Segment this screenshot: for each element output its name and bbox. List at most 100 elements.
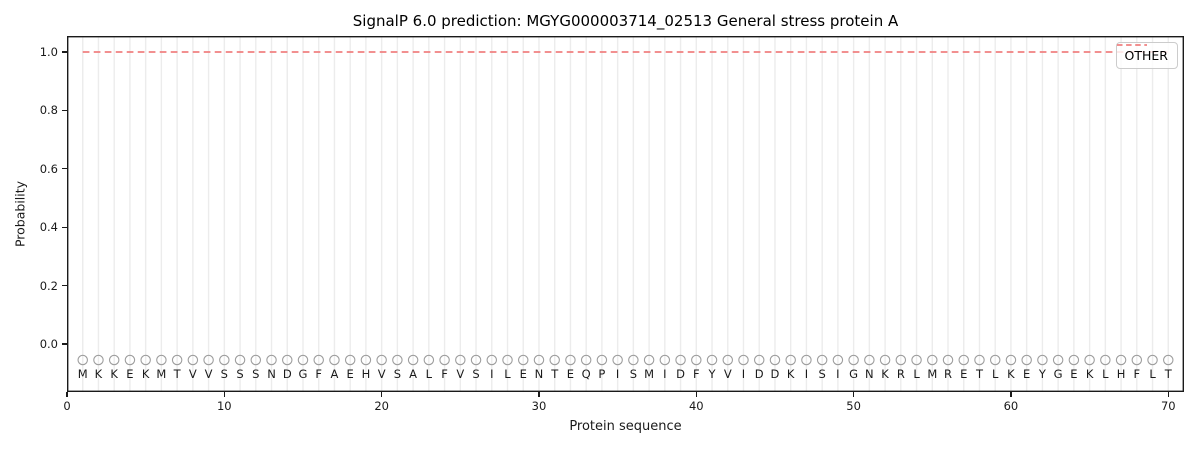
residue-letter: I <box>836 367 840 381</box>
residue-letter: M <box>156 367 167 381</box>
residue-letter: I <box>615 367 620 381</box>
residue-letter: T <box>551 367 559 381</box>
residue-marker-circle <box>219 354 230 366</box>
residue-marker-circle <box>282 354 293 366</box>
x-tick-mark <box>538 392 540 397</box>
x-tick-mark <box>223 392 225 397</box>
residue-letter: R <box>896 367 905 381</box>
residue-marker-circle <box>171 354 183 366</box>
x-tick-mark <box>695 392 697 397</box>
residue-marker-circle <box>1147 354 1158 366</box>
x-tick-mark <box>381 392 383 397</box>
x-tick-label: 0 <box>63 399 71 413</box>
residue-letter: F <box>692 367 700 381</box>
residue-letter: L <box>425 367 433 381</box>
residue-marker-circle <box>675 354 686 366</box>
residue-marker-circle <box>517 354 529 366</box>
legend-dash-sample <box>1116 44 1147 46</box>
residue-letter: S <box>818 367 826 381</box>
residue-marker-circle <box>455 354 466 366</box>
residue-marker-circle <box>659 354 671 366</box>
residue-marker-circle <box>580 354 592 366</box>
residue-letter: I <box>663 367 667 381</box>
residue-letter: H <box>1116 367 1126 381</box>
residue-letter: N <box>267 367 276 381</box>
residue-marker-circle <box>470 354 482 366</box>
residue-letter: S <box>236 367 244 381</box>
residue-marker-circle <box>549 354 560 366</box>
residue-letter: S <box>393 367 402 381</box>
residue-marker-circle <box>156 354 167 366</box>
x-tick-mark <box>1167 392 1169 397</box>
residue-letter: L <box>913 367 920 381</box>
residue-marker-circle <box>486 354 498 366</box>
residue-marker-circle <box>360 354 372 366</box>
residue-letter: E <box>346 367 354 381</box>
residue-letter: V <box>723 367 732 381</box>
residue-marker-circle <box>502 354 513 366</box>
legend-label: OTHER <box>1124 48 1168 63</box>
residue-letter: E <box>126 367 134 381</box>
residue-marker-circle <box>958 354 969 366</box>
x-tick-label: 60 <box>1003 399 1019 413</box>
residue-letter: P <box>598 367 606 381</box>
residue-letter: L <box>991 367 999 381</box>
residue-marker-circle <box>722 354 734 366</box>
residue-marker-circle <box>864 354 875 366</box>
residue-letter: N <box>865 367 874 381</box>
residue-letter: I <box>804 367 809 381</box>
residue-letter: E <box>519 367 527 381</box>
residue-letter: Q <box>581 367 591 381</box>
residue-letter: I <box>741 367 746 381</box>
residue-letter: E <box>960 367 968 381</box>
plot-frame <box>67 36 1184 392</box>
residue-marker-circle <box>1100 354 1111 366</box>
x-tick-label: 70 <box>1160 399 1176 413</box>
residue-letter: V <box>204 367 213 381</box>
residue-letter: F <box>441 367 448 381</box>
residue-letter: T <box>173 367 181 381</box>
residue-marker-circle <box>250 354 262 366</box>
residue-letter: L <box>1149 367 1156 381</box>
residue-letter: F <box>315 367 323 381</box>
residue-letter: D <box>770 367 780 381</box>
residue-marker-circle <box>942 354 954 366</box>
y-tick-label: 0.0 <box>39 337 58 351</box>
residue-marker-circle <box>533 354 545 366</box>
residue-marker-circle <box>313 354 324 366</box>
residue-letter: I <box>490 367 494 381</box>
residue-marker-circle <box>407 354 419 366</box>
residue-letter: V <box>188 367 197 381</box>
x-tick-label: 10 <box>216 399 232 413</box>
residue-marker-circle <box>439 354 450 366</box>
residue-marker-circle <box>801 354 812 366</box>
residue-marker-circle <box>392 354 403 366</box>
residue-letter: S <box>220 367 228 381</box>
y-tick-mark <box>61 285 67 287</box>
x-tick-label: 50 <box>846 399 861 413</box>
residue-letter: D <box>282 367 292 381</box>
residue-letter: G <box>849 367 859 381</box>
residue-marker-circle <box>1037 354 1048 366</box>
residue-letter: S <box>472 367 480 381</box>
residue-marker-circle <box>203 354 214 366</box>
residue-marker-circle <box>1005 354 1017 366</box>
residue-marker-circle <box>1131 354 1143 366</box>
residue-marker-circle <box>77 354 88 366</box>
residue-letter: R <box>944 367 952 381</box>
residue-marker-circle <box>911 354 922 366</box>
residue-marker-circle <box>612 354 623 366</box>
residue-letter: M <box>644 367 655 381</box>
residue-marker-circle <box>895 354 907 366</box>
y-tick-mark <box>61 168 67 170</box>
legend: OTHER <box>1115 42 1178 69</box>
residue-letter: K <box>1085 367 1094 381</box>
residue-letter: E <box>1070 367 1078 381</box>
x-tick-mark <box>66 392 68 397</box>
y-tick-mark <box>61 51 67 53</box>
residue-marker-circle <box>1163 354 1174 366</box>
x-tick-label: 40 <box>688 399 704 413</box>
residue-letter: D <box>676 367 685 381</box>
residue-letter: V <box>456 367 465 381</box>
